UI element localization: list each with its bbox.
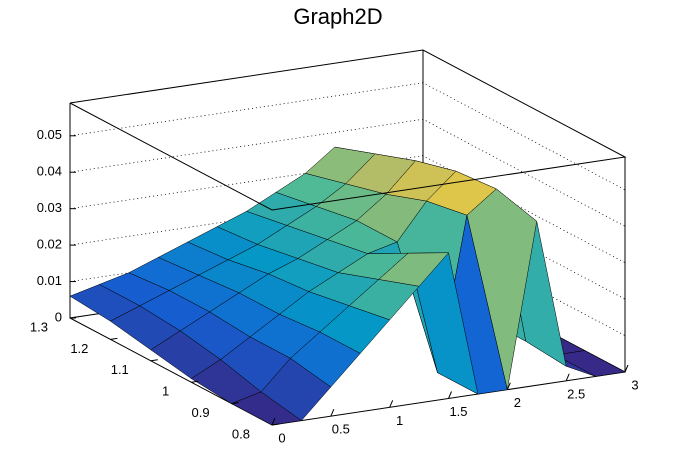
x-tick-label: 1.5 bbox=[449, 404, 467, 419]
z-tick-label: 0 bbox=[55, 309, 62, 324]
y-tick bbox=[231, 402, 239, 405]
x-tick bbox=[448, 391, 452, 399]
z-tick-label: 0.01 bbox=[37, 273, 62, 288]
x-tick-label: 3 bbox=[631, 377, 638, 392]
x-tick-label: 2 bbox=[514, 395, 521, 410]
y-tick-label: 0.9 bbox=[192, 405, 210, 420]
x-tick-label: 0.5 bbox=[332, 422, 350, 437]
y-tick bbox=[150, 359, 158, 362]
x-tick bbox=[271, 417, 276, 426]
y-tick-label: 1.3 bbox=[30, 319, 48, 334]
y-tick bbox=[110, 337, 118, 340]
y-tick-label: 1.2 bbox=[70, 341, 88, 356]
y-tick bbox=[271, 423, 280, 426]
x-tick bbox=[330, 408, 335, 417]
x-tick bbox=[389, 400, 394, 408]
x-tick-label: 1 bbox=[396, 413, 403, 428]
surface-patch bbox=[231, 391, 303, 426]
y-tick-label: 1.1 bbox=[111, 362, 129, 377]
grid-line bbox=[69, 155, 626, 264]
z-tick-label: 0.03 bbox=[37, 200, 62, 215]
z-tick-label: 0.04 bbox=[37, 164, 62, 179]
x-tick bbox=[565, 373, 570, 382]
y-tick-label: 1 bbox=[162, 384, 169, 399]
x-tick bbox=[624, 364, 629, 373]
surface bbox=[69, 146, 626, 426]
grid-line bbox=[69, 118, 626, 227]
x-tick-label: 2.5 bbox=[567, 386, 585, 401]
chart-title: Graph2D bbox=[293, 4, 382, 29]
y-tick bbox=[191, 380, 199, 383]
x-tick bbox=[506, 382, 511, 390]
box-edge bbox=[69, 49, 627, 211]
x-tick-label: 0 bbox=[278, 430, 285, 445]
front-layer: 0 0.01 0.02 0.03 0.04 0.05 0 0.5 1 1.5 2 2.5 3 0.8 0.9… bbox=[30, 49, 639, 445]
z-tick-label: 0.02 bbox=[37, 237, 62, 252]
y-tick-label: 0.8 bbox=[232, 426, 250, 441]
grid-line bbox=[69, 82, 626, 191]
z-tick-label: 0.05 bbox=[37, 127, 62, 142]
y-tick bbox=[69, 316, 78, 319]
